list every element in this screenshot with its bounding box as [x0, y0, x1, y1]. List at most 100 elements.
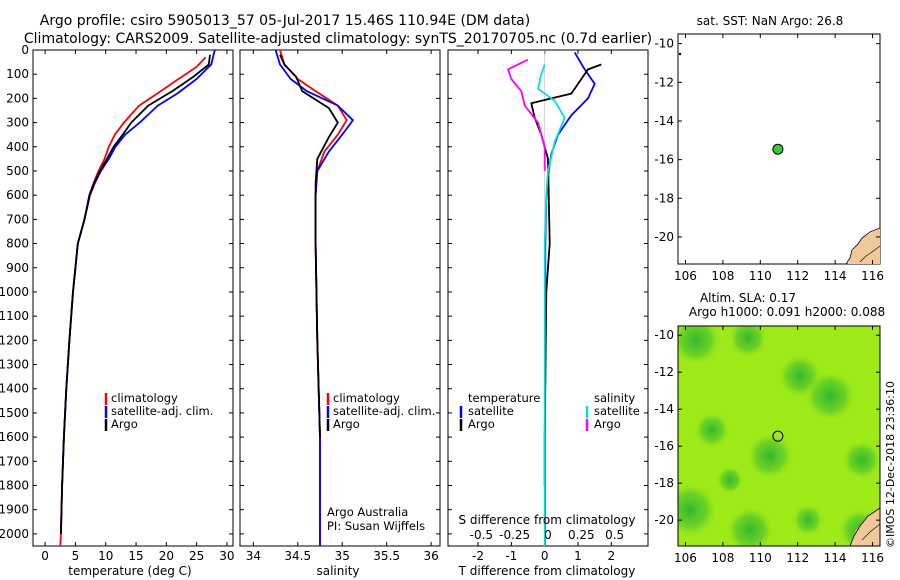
sla-map-plot [678, 326, 880, 546]
temperature-plot [33, 50, 233, 546]
legend-label-climatology: climatology [333, 391, 400, 405]
sla-map-title-line1: Altim. SLA: 0.17 [700, 291, 796, 305]
temperature-xlabel: temperature (deg C) [68, 564, 191, 578]
lon-tick-label: 106 [674, 269, 697, 283]
argo-location-marker [772, 143, 784, 155]
depth-tick-label: 2000 [0, 527, 29, 541]
legend-label-argo: Argo [333, 417, 360, 431]
x-tick-label: 15 [128, 549, 143, 563]
depth-tick-label: 1700 [0, 454, 29, 468]
series-line-t-argo [530, 63, 602, 486]
lat-tick-label: -12 [654, 75, 674, 89]
lon-tick-label: 114 [824, 269, 847, 283]
isobath-line [859, 245, 880, 263]
depth-tick-label: 1400 [0, 382, 29, 396]
depth-tick-label: 700 [6, 212, 29, 226]
legend-title-temperature: temperature [468, 391, 540, 405]
legend-label-satellite-adj: satellite-adj. clim. [111, 404, 213, 418]
x-tick-label: -2 [472, 549, 484, 563]
series-line-t-satellite [544, 51, 596, 546]
difference-plot [448, 50, 648, 546]
salinity-x-ticks: 34 34.5 35 35.5 36 [246, 549, 439, 563]
temperature-x-ticks: 0 5 10 15 20 25 30 [41, 549, 234, 563]
coastline [849, 507, 880, 546]
depth-tick-label: 200 [6, 91, 29, 105]
sla-anomaly-patch [842, 440, 880, 480]
sst-map-title: sat. SST: NaN Argo: 26.8 [697, 14, 844, 28]
legend-label-argo: Argo [111, 417, 138, 431]
salinity-legend: climatology satellite-adj. clim. Argo [326, 391, 435, 431]
x-tick-label: 35 [335, 549, 350, 563]
legend-label-climatology: climatology [111, 391, 178, 405]
x-tick-label: 20 [159, 549, 174, 563]
series-line-argo [60, 54, 211, 534]
s-difference-tick-label: 0 [544, 528, 552, 542]
x-tick-label: 2 [608, 549, 616, 563]
depth-axis: 0 100 200 300 400 500 600 700 800 900 1000 1100 1200… [0, 43, 29, 541]
lat-tick-label: -20 [654, 513, 674, 527]
lat-tick-label: -20 [654, 230, 674, 244]
x-tick-label: 36 [423, 549, 438, 563]
lat-tick-label: -12 [654, 365, 674, 379]
sla-anomaly-patch [728, 326, 768, 358]
sla-anomaly-patch [746, 432, 794, 480]
temperature-panel-frame [32, 49, 234, 547]
lon-tick-label: 108 [711, 551, 734, 565]
s-difference-tick-label: -0.25 [499, 528, 530, 542]
lat-tick-label: -14 [654, 402, 674, 416]
lat-tick-label: -18 [654, 191, 674, 205]
depth-tick-label: 900 [6, 261, 29, 275]
sst-map-plot [678, 52, 880, 264]
legend-label-t-argo: Argo [468, 417, 495, 431]
sla-anomaly-patch [804, 370, 856, 422]
depth-tick-label: 1600 [0, 430, 29, 444]
figure-title-line1: Argo profile: csiro 5905013_57 05-Jul-20… [40, 13, 530, 29]
depth-tick-label: 800 [6, 237, 29, 251]
series-line-satellite-adj-clim- [60, 50, 216, 534]
lon-tick-label: 116 [861, 269, 884, 283]
series-line-climatology [59, 56, 207, 546]
sla-anomaly-patch [792, 504, 824, 536]
depth-tick-label: 400 [6, 140, 29, 154]
isobath-line [861, 523, 880, 541]
difference-panel-frame [447, 49, 649, 547]
sla-anomaly-patch [678, 326, 722, 366]
depth-tick-label: 1200 [0, 333, 29, 347]
annotation-argo-australia: Argo Australia [327, 505, 408, 519]
lat-tick-label: -10 [654, 37, 674, 51]
sla-map-title-line2: Argo h1000: 0.091 h2000: 0.088 [689, 305, 885, 319]
s-difference-tick-label: 0.25 [568, 528, 595, 542]
lon-tick-label: 112 [786, 551, 809, 565]
series-line-argo [279, 54, 339, 438]
depth-tick-label: 1900 [0, 503, 29, 517]
depth-tick-label: 0 [21, 43, 29, 57]
land-area [848, 228, 880, 264]
salinity-panel-frame [239, 49, 441, 547]
island-dot [678, 52, 682, 56]
legend-label-satellite-adj: satellite-adj. clim. [333, 404, 435, 418]
x-tick-label: -1 [505, 549, 517, 563]
lon-tick-label: 110 [749, 269, 772, 283]
series-line-s-argo [507, 58, 546, 171]
temperature-legend: climatology satellite-adj. clim. Argo [104, 391, 213, 431]
legend-label-s-argo: Argo [594, 417, 621, 431]
lat-tick-label: -14 [654, 114, 674, 128]
lat-tick-label: -16 [654, 439, 674, 453]
series-line-satellite-adj-clim- [274, 50, 354, 546]
depth-tick-label: 1000 [0, 285, 29, 299]
s-difference-tick-label: 0.5 [605, 528, 624, 542]
sla-anomaly-patch [678, 482, 718, 538]
depth-tick-label: 600 [6, 188, 29, 202]
depth-tick-label: 1500 [0, 406, 29, 420]
t-difference-xlabel: T difference from climatology [458, 564, 636, 578]
x-tick-label: 34.5 [284, 549, 311, 563]
x-tick-label: 0 [41, 549, 49, 563]
lon-tick-label: 114 [824, 551, 847, 565]
s-difference-tick-label: -0.5 [470, 528, 493, 542]
lon-tick-label: 112 [786, 269, 809, 283]
x-tick-label: 5 [72, 549, 80, 563]
s-difference-x-ticks: -0.5 -0.25 0 0.25 0.5 [470, 528, 625, 542]
argo-location-marker [772, 430, 784, 442]
lat-tick-label: -18 [654, 476, 674, 490]
